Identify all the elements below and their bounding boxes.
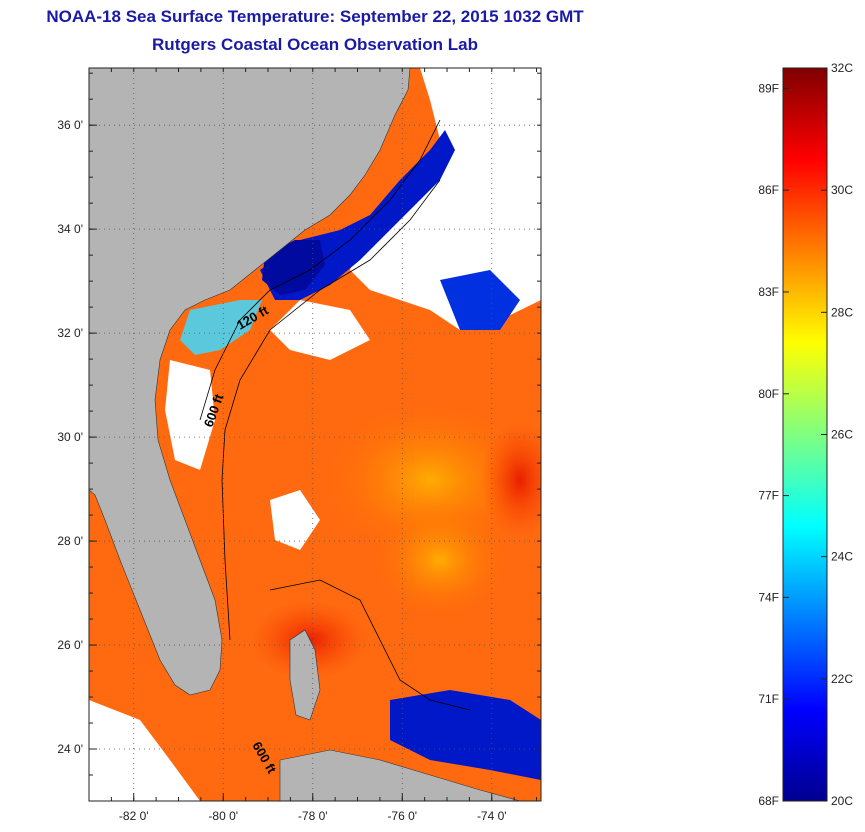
- map-title: NOAA-18 Sea Surface Temperature: Septemb…: [46, 7, 584, 26]
- colorbar-celsius-label: 30C: [831, 183, 853, 197]
- cold-patch-south: [390, 690, 541, 780]
- colorbar-celsius-label: 28C: [831, 305, 853, 319]
- colorbar-fahrenheit-labels: 89F 86F 83F 80F 77F 74F 71F 68F: [758, 81, 789, 808]
- colorbar-fahrenheit-label: 74F: [758, 590, 779, 604]
- lon-tick-label: -80 0': [208, 809, 238, 823]
- lon-tick-label: -74 0': [477, 809, 507, 823]
- lon-tick-label: -78 0': [298, 809, 328, 823]
- colorbar-fahrenheit-label: 71F: [758, 692, 779, 706]
- bathymetry-contour-600ft: [221, 179, 441, 641]
- colorbar-fahrenheit-label: 89F: [758, 81, 779, 95]
- map-frame: [88, 67, 542, 802]
- colorbar: 32C 30C 28C 26C 24C 22C 20C 89F 86F 83F 80F 77F 74F…: [758, 61, 853, 808]
- colorbar-fahrenheit-label: 68F: [758, 794, 779, 808]
- cloud-cover-south: [89, 700, 200, 801]
- lon-tick-label: -82 0': [119, 809, 149, 823]
- latitude-axis: 24 0' 26 0' 28 0' 30 0' 32 0' 34 0' 36 0': [57, 72, 541, 802]
- colorbar-fahrenheit-label: 77F: [758, 489, 779, 503]
- cloud-cover-north: [89, 68, 541, 330]
- cloud-cover-west: [165, 360, 215, 470]
- colorbar-celsius-label: 20C: [831, 794, 853, 808]
- land-southeast-us: [89, 68, 411, 696]
- colorbar-celsius-label: 32C: [831, 61, 853, 75]
- lat-tick-label: 28 0': [57, 534, 83, 548]
- land-cuba: [279, 749, 521, 801]
- colorbar-fahrenheit-label: 80F: [758, 387, 779, 401]
- map-subtitle: Rutgers Coastal Ocean Observation Lab: [152, 35, 478, 54]
- colorbar-fahrenheit-label: 83F: [758, 285, 779, 299]
- colorbar-celsius-label: 24C: [831, 550, 853, 564]
- cold-upwelling-patch: [262, 240, 325, 295]
- lon-tick-label: -76 0': [387, 809, 417, 823]
- lat-tick-label: 26 0': [57, 638, 83, 652]
- colorbar-ramp: [782, 67, 828, 802]
- warm-plume: [370, 500, 510, 620]
- map-plot-area: [89, 68, 541, 801]
- colorbar-celsius-label: 26C: [831, 428, 853, 442]
- lat-tick-label: 36 0': [57, 118, 83, 132]
- colorbar-celsius-labels: 32C 30C 28C 26C 24C 22C 20C: [821, 61, 853, 808]
- map-gridlines: [89, 68, 541, 801]
- lat-tick-label: 24 0': [57, 742, 83, 756]
- bathymetry-contour-bahamas: [269, 579, 471, 711]
- cloud-cover-mid: [270, 300, 370, 360]
- lat-tick-label: 34 0': [57, 222, 83, 236]
- hot-patch-east: [480, 420, 541, 540]
- cold-patch-east: [440, 270, 520, 330]
- colorbar-celsius-label: 22C: [831, 672, 853, 686]
- cloud-cover-center: [270, 490, 320, 550]
- cool-band-green: [180, 300, 262, 355]
- lat-tick-label: 30 0': [57, 430, 83, 444]
- colorbar-fahrenheit-label: 86F: [758, 183, 779, 197]
- lat-tick-label: 32 0': [57, 326, 83, 340]
- land-andros-island: [289, 629, 321, 721]
- longitude-axis: -82 0' -80 0' -78 0' -76 0' -74 0': [88, 68, 538, 823]
